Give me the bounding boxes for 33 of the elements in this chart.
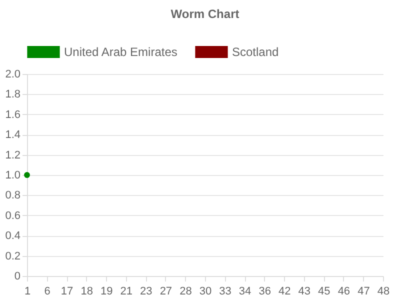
x-tick-label: 19 (100, 286, 113, 298)
x-tick-label: 47 (358, 286, 370, 298)
x-tick-label: 43 (298, 286, 311, 298)
x-tick-label: 28 (180, 286, 192, 298)
y-tick-label: 1.8 (5, 88, 20, 101)
x-tick-label: 42 (278, 286, 291, 298)
x-tick-label: 18 (80, 286, 93, 298)
x-tick-label: 33 (219, 286, 232, 298)
x-tick-label: 17 (60, 286, 74, 298)
x-tick-label: 48 (377, 286, 390, 298)
y-tick-label: 0.6 (5, 210, 20, 222)
x-tick-label: 36 (258, 286, 271, 298)
x-tick-label: 27 (160, 286, 172, 298)
x-tick-label: 34 (238, 286, 252, 298)
y-tick-label: 0 (14, 270, 20, 282)
y-tick-label: 0.4 (5, 230, 20, 242)
y-tick-label: 1.6 (5, 108, 20, 121)
x-tick-label: 1 (24, 286, 31, 298)
y-tick-label: 1.4 (5, 129, 20, 142)
x-tick-label: 6 (44, 286, 50, 298)
y-tick-label: 0.2 (5, 250, 20, 262)
x-tick-label: 46 (338, 286, 350, 298)
x-tick-label: 23 (140, 286, 152, 298)
y-tick-label: 1.0 (5, 170, 20, 182)
y-tick-label: 2.0 (5, 68, 20, 80)
x-tick-label: 21 (120, 286, 133, 298)
legend-label: United Arab Emirates (64, 44, 178, 59)
chart-title: Worm Chart (170, 7, 240, 21)
x-tick-label: 45 (318, 286, 330, 298)
y-tick-label: 0.8 (5, 190, 20, 202)
x-tick-label: 30 (199, 286, 212, 298)
y-tick-label: 1.2 (5, 149, 20, 162)
legend-label: Scotland (232, 44, 279, 59)
